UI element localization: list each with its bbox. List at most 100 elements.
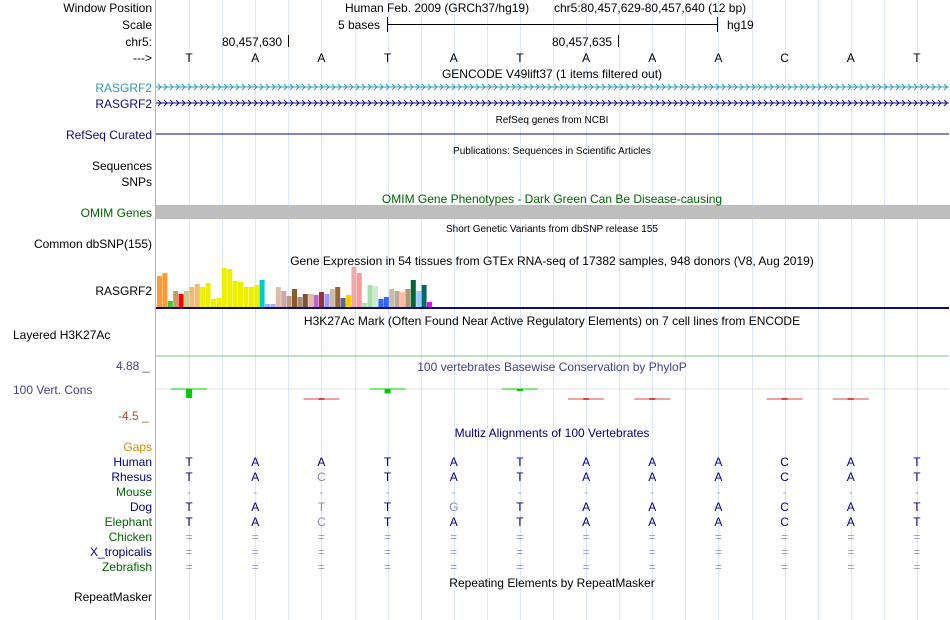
repeatmasker-track-title[interactable]: Repeating Elements by RepeatMasker <box>449 576 655 590</box>
species-label[interactable]: X_tropicalis <box>89 545 152 559</box>
gtex-tissue-bar[interactable] <box>367 285 373 307</box>
aligned-base: T <box>516 500 524 514</box>
gtex-tissue-bar[interactable] <box>238 282 243 307</box>
gtex-tissue-bar[interactable] <box>421 285 427 307</box>
publications-track-title[interactable]: Publications: Sequences in Scientific Ar… <box>453 146 651 157</box>
gtex-tissue-bar[interactable] <box>189 287 195 307</box>
multiz-gaps-label[interactable]: Gaps <box>123 440 152 454</box>
gtex-track-title[interactable]: Gene Expression in 54 tissues from GTEx … <box>290 254 814 268</box>
species-label[interactable]: Elephant <box>104 515 152 529</box>
grid-line <box>453 0 455 620</box>
gtex-tissue-bar[interactable] <box>324 294 330 307</box>
gtex-tissue-bar[interactable] <box>173 291 179 307</box>
species-label[interactable]: Chicken <box>108 530 152 544</box>
gtex-tissue-bar[interactable] <box>227 269 233 307</box>
gtex-tissue-bar[interactable] <box>243 287 249 307</box>
phylop-track-title[interactable]: 100 vertebrates Basewise Conservation by… <box>417 360 687 374</box>
aligned-base: = <box>714 545 722 559</box>
gtex-tissue-bar[interactable] <box>265 304 270 307</box>
repeatmasker-track-label[interactable]: RepeatMasker <box>73 590 152 604</box>
dbsnp-track-title[interactable]: Short Genetic Variants from dbSNP releas… <box>446 224 658 235</box>
gencode-track-title[interactable]: GENCODE V49lift37 (1 items filtered out) <box>441 67 663 81</box>
gtex-tissue-bar[interactable] <box>248 287 254 307</box>
gtex-tissue-bar[interactable] <box>362 303 368 307</box>
gtex-tissue-bar[interactable] <box>308 294 314 307</box>
gtex-tissue-bar[interactable] <box>162 273 168 307</box>
gtex-tissue-bar[interactable] <box>373 286 378 307</box>
gtex-tissue-bar[interactable] <box>416 291 422 307</box>
gtex-tissue-bar[interactable] <box>259 280 265 307</box>
h3k27ac-track-title[interactable]: H3K27Ac Mark (Often Found Near Active Re… <box>303 314 801 328</box>
phylop-plot[interactable] <box>156 388 949 400</box>
gtex-tissue-bar[interactable] <box>194 284 200 307</box>
gtex-tissue-bar[interactable] <box>254 285 260 307</box>
gtex-track-label[interactable]: RASGRF2 <box>95 284 152 298</box>
gtex-tissue-bar[interactable] <box>319 292 324 307</box>
omim-gene-block[interactable] <box>156 205 950 219</box>
multiz-track-title[interactable]: Multiz Alignments of 100 Vertebrates <box>454 426 650 440</box>
gtex-tissue-bar[interactable] <box>281 291 287 307</box>
gtex-tissue-bar[interactable] <box>292 289 297 307</box>
gtex-tissue-bar[interactable] <box>335 287 341 307</box>
gtex-tissue-bar[interactable] <box>356 273 362 307</box>
gtex-tissue-bar[interactable] <box>329 289 335 307</box>
omim-track-label[interactable]: OMIM Genes <box>80 206 152 220</box>
phylop-score-bar[interactable] <box>186 389 193 398</box>
publications-snps-label[interactable]: SNPs <box>121 175 152 189</box>
refseq-track-title[interactable]: RefSeq genes from NCBI <box>495 115 609 126</box>
window-position: chr5:80,457,629-80,457,640 (12 bp) <box>554 1 747 15</box>
dbsnp-track-label[interactable]: Common dbSNP(155) <box>33 237 152 251</box>
gtex-tissue-bar[interactable] <box>302 294 308 307</box>
gtex-tissue-bar[interactable] <box>275 287 281 307</box>
gtex-tissue-bar[interactable] <box>221 268 227 307</box>
gencode-item-label-2[interactable]: RASGRF2 <box>95 97 152 111</box>
gencode-transcript-1[interactable] <box>156 83 949 91</box>
gtex-tissue-bar[interactable] <box>157 276 162 307</box>
gtex-tissue-bar[interactable] <box>297 297 303 307</box>
gencode-item-label-1[interactable]: RASGRF2 <box>95 81 152 95</box>
gtex-tissue-bar[interactable] <box>178 294 184 307</box>
omim-track-title[interactable]: OMIM Gene Phenotypes - Dark Green Can Be… <box>381 192 723 206</box>
gtex-tissue-bar[interactable] <box>216 298 222 307</box>
gtex-bar-chart[interactable] <box>157 267 432 307</box>
refseq-track-label[interactable]: RefSeq Curated <box>65 128 152 142</box>
species-label[interactable]: Human <box>113 455 152 469</box>
gtex-tissue-bar[interactable] <box>200 287 206 307</box>
species-label[interactable]: Mouse <box>115 485 152 499</box>
gtex-tissue-bar[interactable] <box>410 280 416 307</box>
base-letter: A <box>251 51 260 65</box>
h3k27ac-track-label[interactable]: Layered H3K27Ac <box>13 328 111 342</box>
gtex-tissue-bar[interactable] <box>405 289 411 307</box>
gtex-tissue-bar[interactable] <box>232 281 238 307</box>
gtex-tissue-bar[interactable] <box>184 291 189 307</box>
gtex-tissue-bar[interactable] <box>427 302 432 307</box>
gtex-tissue-bar[interactable] <box>346 295 351 307</box>
phylop-score-bar[interactable] <box>516 389 523 391</box>
species-label[interactable]: Dog <box>129 500 152 514</box>
phylop-score-bar[interactable] <box>384 389 391 394</box>
gtex-tissue-bar[interactable] <box>313 295 319 307</box>
gtex-tissue-bar[interactable] <box>340 298 346 307</box>
base-letter: A <box>846 51 855 65</box>
gtex-tissue-bar[interactable] <box>394 291 400 307</box>
phylop-track-label[interactable]: 100 Vert. Cons <box>13 383 93 397</box>
aligned-base: A <box>714 515 723 529</box>
gtex-tissue-bar[interactable] <box>400 292 405 307</box>
gtex-tissue-bar[interactable] <box>286 296 292 307</box>
gtex-tissue-bar[interactable] <box>167 301 173 307</box>
aligned-base: = <box>781 545 789 559</box>
gtex-tissue-bar[interactable] <box>205 283 211 307</box>
publications-sequences-label[interactable]: Sequences <box>91 159 152 173</box>
gtex-tissue-bar[interactable] <box>211 299 216 307</box>
aligned-base: = <box>450 560 458 574</box>
grid-line <box>718 0 720 620</box>
species-label[interactable]: Rhesus <box>111 470 152 484</box>
gtex-tissue-bar[interactable] <box>389 289 395 307</box>
gtex-tissue-bar[interactable] <box>270 304 276 307</box>
gencode-transcript-2[interactable] <box>156 99 949 107</box>
scale-bar-label: 5 bases <box>338 18 381 32</box>
gtex-tissue-bar[interactable] <box>378 299 384 307</box>
gtex-tissue-bar[interactable] <box>351 267 357 307</box>
species-label[interactable]: Zebrafish <box>101 560 152 574</box>
gtex-tissue-bar[interactable] <box>383 297 389 307</box>
